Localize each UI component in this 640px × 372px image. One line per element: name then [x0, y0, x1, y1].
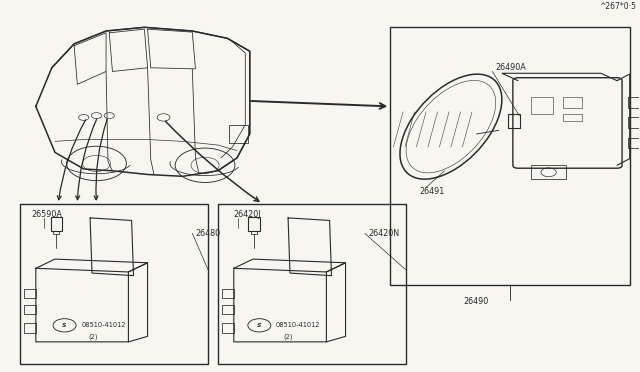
Text: 08510-41012: 08510-41012 — [276, 322, 321, 328]
Bar — [531, 165, 566, 179]
Text: 26480: 26480 — [195, 229, 221, 238]
Bar — [24, 324, 36, 333]
Bar — [251, 231, 257, 234]
Text: ^267*0·5: ^267*0·5 — [599, 3, 636, 12]
Bar — [222, 305, 234, 314]
Bar — [628, 118, 640, 128]
Bar — [563, 97, 582, 108]
Bar — [222, 289, 234, 298]
Text: 26490: 26490 — [464, 297, 489, 306]
Bar — [248, 217, 260, 231]
Text: 26491: 26491 — [419, 186, 444, 196]
Bar — [390, 27, 630, 285]
Text: 26420N: 26420N — [368, 229, 399, 238]
Text: S: S — [257, 323, 262, 328]
Bar — [508, 114, 520, 128]
Bar — [24, 305, 36, 314]
Bar — [20, 204, 208, 364]
Text: 26490A: 26490A — [495, 63, 526, 72]
Bar — [228, 125, 248, 143]
Text: 08510-41012: 08510-41012 — [81, 322, 125, 328]
Bar — [222, 324, 234, 333]
Bar — [24, 289, 36, 298]
Bar — [628, 138, 640, 148]
Bar — [53, 231, 60, 234]
Bar — [628, 97, 640, 108]
Bar — [51, 217, 62, 231]
Bar — [218, 204, 406, 364]
Text: S: S — [62, 323, 67, 328]
Text: 26420J: 26420J — [234, 211, 261, 219]
Text: (2): (2) — [284, 333, 293, 340]
Text: (2): (2) — [89, 333, 99, 340]
Bar — [563, 114, 582, 121]
Text: 26590A: 26590A — [31, 211, 62, 219]
Bar — [531, 97, 553, 114]
